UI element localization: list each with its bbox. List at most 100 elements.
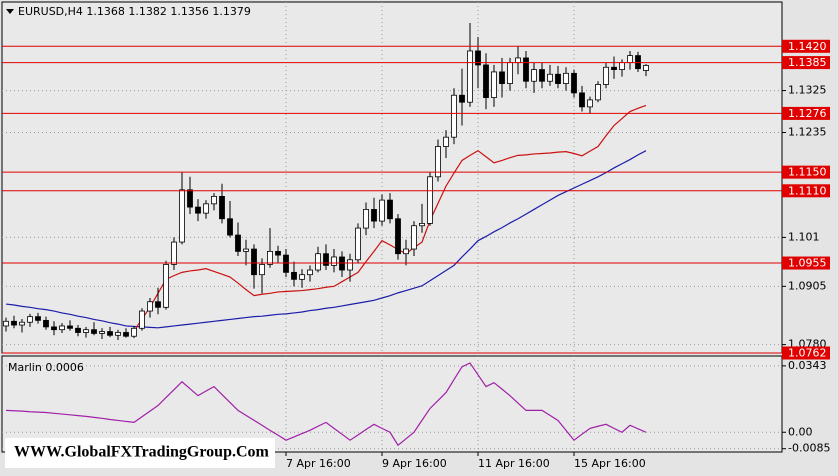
candle-body [123, 332, 129, 337]
candle-body [115, 332, 121, 336]
candle-body [395, 218, 401, 255]
candle-body [379, 199, 385, 222]
level-tag [782, 56, 830, 70]
chart-title: EURUSD,H4 1.1368 1.1382 1.1356 1.1379 [18, 5, 251, 18]
candle-body [547, 73, 553, 82]
candle-body [355, 227, 361, 261]
candle-body [611, 66, 617, 70]
plot-layer [2, 2, 782, 452]
candle-body [603, 66, 609, 85]
candle-body [435, 146, 441, 178]
candle-body [91, 329, 97, 334]
candle-body [531, 69, 537, 82]
candle-body [131, 327, 137, 337]
level-tag [782, 184, 830, 198]
candle-body [75, 327, 81, 333]
level-label: 1.1110 [788, 184, 827, 197]
candle-body [195, 206, 201, 214]
x-tick-label: 9 Apr 16:00 [382, 457, 447, 470]
y-tick-label: 0.00 [788, 425, 813, 438]
candle-body [35, 316, 41, 321]
candle-body [99, 331, 105, 334]
candle-body [315, 253, 321, 271]
candle-body [243, 248, 249, 252]
candle-body [523, 57, 529, 82]
candle-body [571, 72, 577, 94]
y-tick-label: 1.0905 [788, 279, 827, 292]
watermark-box [5, 438, 275, 468]
y-tick-label: 1.1325 [788, 84, 827, 97]
candle-body [619, 62, 625, 70]
menu-triangle [6, 9, 14, 14]
candle-body [59, 325, 65, 331]
y-tick-label: 1.101 [788, 230, 820, 243]
candle-body [475, 50, 481, 66]
candle-body [291, 271, 297, 280]
candle-body [483, 64, 489, 98]
candle-body [403, 248, 409, 255]
candle-body [283, 254, 289, 273]
level-tag [782, 39, 830, 53]
indicator-line [5, 362, 647, 447]
candle-body [187, 189, 193, 208]
indicator-title: Marlin 0.0006 [8, 361, 84, 374]
level-tag [782, 106, 830, 120]
candle-body [515, 57, 521, 63]
candle-body [275, 250, 281, 256]
candle-body [27, 316, 33, 323]
candle-body [419, 223, 425, 227]
main-panel [1, 1, 783, 354]
candle-body [259, 264, 265, 276]
candle-body [139, 310, 145, 329]
level-label: 1.1385 [788, 56, 827, 69]
y-tick-label: 0.0343 [788, 359, 827, 372]
candle-body [43, 319, 49, 328]
level-label: 1.0955 [788, 257, 827, 270]
candle-body [267, 250, 273, 265]
moving-average [5, 150, 647, 329]
candle-body [251, 248, 257, 276]
x-tick-label: 7 Apr 16:00 [286, 457, 351, 470]
candle-body [507, 62, 513, 84]
candle-body [347, 259, 353, 271]
candle-body [147, 301, 153, 312]
candle-body [323, 253, 329, 266]
candle-body [539, 69, 545, 82]
candle-body [19, 321, 25, 326]
candle-body [627, 55, 633, 63]
candle-body [307, 269, 313, 276]
candle-body [643, 64, 649, 71]
candle-body [51, 326, 57, 331]
candle-body [219, 195, 225, 220]
candle-body [563, 72, 569, 84]
level-label: 1.1420 [788, 40, 827, 53]
candle-body [467, 50, 473, 103]
candle-body [331, 256, 337, 266]
level-tag [782, 346, 830, 360]
candle-body [211, 195, 217, 205]
candle-body [155, 301, 161, 308]
candle-body [163, 264, 169, 308]
candle-body [411, 225, 417, 250]
candle-body [499, 71, 505, 84]
candle-body [595, 84, 601, 101]
y-tick-label: 1.1235 [788, 126, 827, 139]
candle-body [171, 241, 177, 265]
candle-body [299, 274, 305, 280]
x-tick-label: 11 Apr 16:00 [478, 457, 550, 470]
candle-body [387, 199, 393, 220]
candle-body [203, 203, 209, 214]
y-tick-label: -0.0085 [788, 442, 830, 455]
candle-body [235, 234, 241, 252]
candle-body [451, 94, 457, 138]
candle-body [11, 320, 17, 326]
level-tag [782, 165, 830, 179]
candle-body [587, 99, 593, 108]
watermark: WWW.GlobalFXTradingGroup.Com [14, 444, 270, 461]
level-tag [782, 256, 830, 270]
candle-body [579, 92, 585, 108]
candle-body [3, 320, 9, 327]
level-label: 1.0762 [788, 347, 827, 360]
candle-body [555, 73, 561, 84]
